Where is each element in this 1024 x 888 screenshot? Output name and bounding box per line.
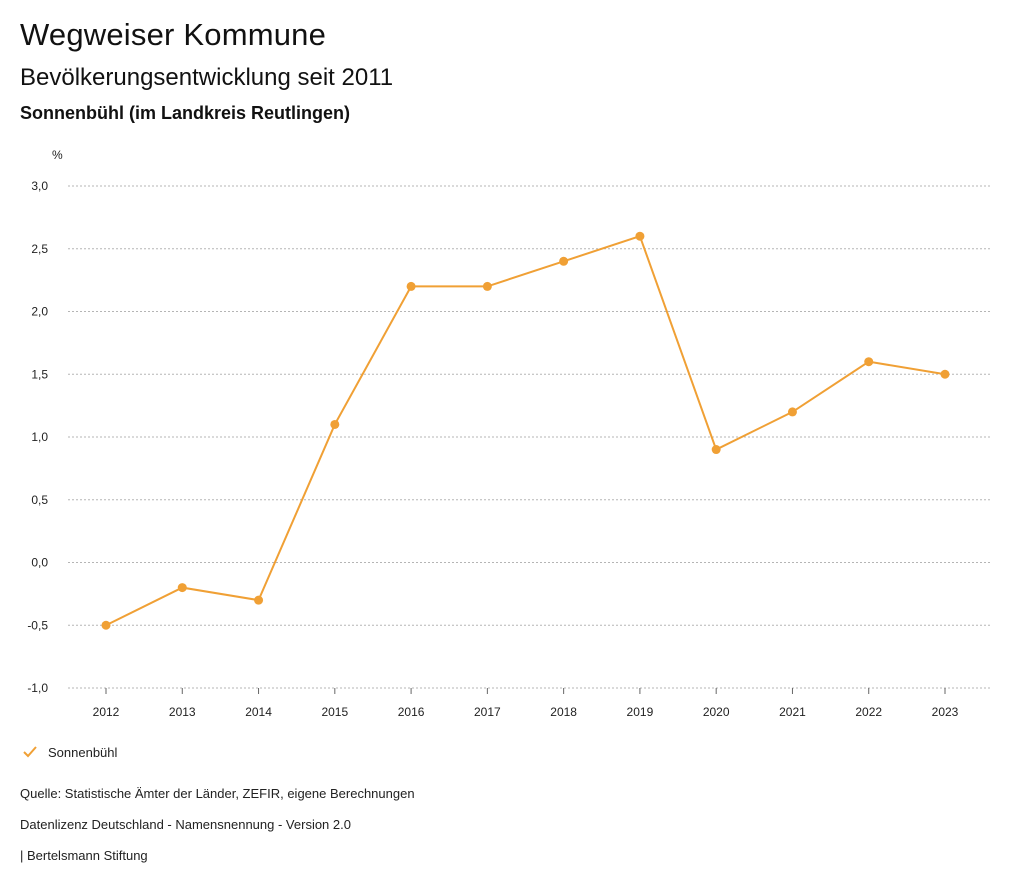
- license-note: Datenlizenz Deutschland - Namensnennung …: [20, 817, 351, 832]
- data-point[interactable]: [330, 419, 340, 429]
- x-tick-label: 2021: [779, 705, 806, 719]
- x-tick-label: 2013: [169, 705, 196, 719]
- y-axis-unit: %: [52, 148, 63, 162]
- y-tick-label: 1,5: [31, 367, 48, 381]
- data-point[interactable]: [254, 595, 264, 605]
- legend[interactable]: Sonnenbühl: [22, 744, 117, 760]
- data-point[interactable]: [635, 231, 645, 241]
- page-title: Wegweiser Kommune: [20, 17, 327, 52]
- line-chart: % 3,0 2,5 2,0 1,5 1,0 0,5 0,0 -0,5 -1,0 2012 2013 2…: [27, 148, 990, 719]
- data-point[interactable]: [711, 445, 721, 455]
- axis-layer: 3,0 2,5 2,0 1,5 1,0 0,5 0,0 -0,5 -1,0 2012 2013 201…: [27, 179, 958, 719]
- data-point[interactable]: [101, 620, 111, 630]
- y-tick-label: -0,5: [27, 618, 48, 632]
- series-line: [105, 234, 946, 627]
- x-tick-label: 2017: [474, 705, 501, 719]
- legend-item-label: Sonnenbühl: [48, 744, 118, 760]
- y-tick-label: 0,0: [31, 556, 48, 570]
- x-tick-label: 2022: [855, 705, 882, 719]
- series-layer: [101, 231, 950, 630]
- y-tick-label: 0,5: [31, 493, 48, 507]
- x-tick-label: 2014: [245, 705, 272, 719]
- y-tick-label: 2,5: [31, 242, 48, 256]
- x-tick-label: 2023: [932, 705, 959, 719]
- data-point[interactable]: [482, 281, 492, 291]
- grid-layer: [68, 185, 990, 689]
- x-tick-label: 2012: [93, 705, 120, 719]
- x-tick-label: 2018: [550, 705, 577, 719]
- data-point[interactable]: [940, 369, 950, 379]
- x-tick-label: 2019: [627, 705, 654, 719]
- data-point[interactable]: [864, 357, 874, 367]
- x-tick-label: 2015: [321, 705, 348, 719]
- data-point[interactable]: [177, 583, 187, 593]
- y-tick-label: 1,0: [31, 430, 48, 444]
- y-tick-label: 2,0: [31, 305, 48, 319]
- publisher-note: | Bertelsmann Stiftung: [20, 848, 148, 863]
- data-point[interactable]: [559, 256, 569, 266]
- source-note: Quelle: Statistische Ämter der Länder, Z…: [20, 786, 415, 801]
- region-label: Sonnenbühl (im Landkreis Reutlingen): [20, 103, 351, 123]
- checkmark-icon[interactable]: [22, 744, 38, 760]
- y-tick-label: -1,0: [27, 681, 48, 695]
- y-tick-label: 3,0: [31, 179, 48, 193]
- x-tick-label: 2020: [703, 705, 730, 719]
- chart-subtitle: Bevölkerungsentwicklung seit 2011: [20, 64, 394, 91]
- x-tick-label: 2016: [398, 705, 425, 719]
- data-point[interactable]: [787, 407, 797, 417]
- data-point[interactable]: [406, 281, 416, 291]
